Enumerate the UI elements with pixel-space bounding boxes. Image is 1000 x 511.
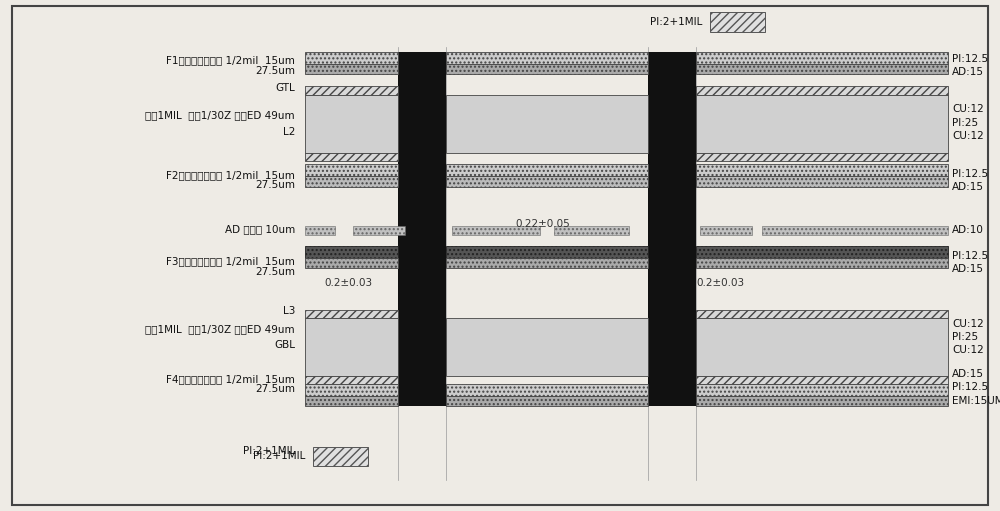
Text: 0.22±0.05: 0.22±0.05 (516, 219, 570, 229)
Bar (696, 396, 948, 406)
Text: AD:10: AD:10 (952, 225, 984, 236)
Bar (305, 164, 398, 176)
Text: 基材1MIL  铜筈1/30Z 无胳ED 49um: 基材1MIL 铜筈1/30Z 无胳ED 49um (145, 110, 295, 121)
Text: F4覆盖膜（黑色） 1/2mil  15um: F4覆盖膜（黑色） 1/2mil 15um (166, 374, 295, 384)
Text: 27.5um: 27.5um (255, 267, 295, 277)
Text: AD 热固胳 10um: AD 热固胳 10um (225, 224, 295, 234)
Bar (452, 226, 540, 235)
Bar (446, 246, 648, 258)
Bar (696, 176, 948, 187)
Bar (305, 64, 398, 74)
Bar (305, 384, 398, 396)
Bar (710, 12, 765, 32)
Bar (305, 396, 398, 406)
Text: PI:2+1MIL: PI:2+1MIL (650, 17, 702, 27)
Bar (700, 226, 752, 235)
Text: 0.2±0.03: 0.2±0.03 (696, 277, 744, 288)
Bar (313, 447, 368, 466)
Bar (696, 384, 948, 396)
Bar (696, 376, 948, 384)
Bar (446, 164, 648, 176)
Text: 0.2±0.03: 0.2±0.03 (324, 277, 372, 288)
Text: 27.5um: 27.5um (255, 384, 295, 394)
Bar (696, 64, 948, 74)
Text: F2覆盖膜（黄色） 1/2mil  15um: F2覆盖膜（黄色） 1/2mil 15um (166, 170, 295, 180)
Text: PI:2+1MIL: PI:2+1MIL (253, 451, 305, 461)
Text: AD:15
PI:12.5
EMI:15UM: AD:15 PI:12.5 EMI:15UM (952, 369, 1000, 406)
Bar (305, 86, 398, 95)
Bar (696, 164, 948, 176)
Bar (696, 258, 948, 268)
Text: 27.5um: 27.5um (255, 65, 295, 76)
Bar (446, 396, 648, 406)
Text: PI:12.5
AD:15: PI:12.5 AD:15 (952, 250, 988, 274)
Bar (446, 64, 648, 74)
Bar (696, 310, 948, 318)
Text: 基材1MIL  铜筈1/30Z 无胳ED 49um: 基材1MIL 铜筈1/30Z 无胳ED 49um (145, 324, 295, 334)
Bar (446, 176, 648, 187)
Bar (696, 86, 948, 95)
Bar (305, 310, 398, 318)
Bar (446, 258, 648, 268)
Bar (554, 226, 629, 235)
Bar (446, 95, 648, 153)
Bar (648, 52, 696, 406)
Bar (305, 153, 398, 161)
Text: L3: L3 (283, 306, 295, 316)
Bar (696, 246, 948, 258)
Bar (696, 153, 948, 161)
Text: GTL: GTL (275, 83, 295, 93)
Bar (305, 258, 398, 268)
Bar (398, 52, 446, 406)
Bar (696, 95, 948, 153)
Bar (696, 52, 948, 64)
Bar (305, 376, 398, 384)
Bar (305, 318, 398, 376)
Bar (762, 226, 948, 235)
Text: 27.5um: 27.5um (255, 180, 295, 190)
Bar (305, 246, 398, 258)
Text: PI:2+1MIL: PI:2+1MIL (243, 446, 295, 456)
Text: F3覆盖膜（黄色） 1/2mil  15um: F3覆盖膜（黄色） 1/2mil 15um (166, 257, 295, 267)
Text: PI:12.5
AD:15: PI:12.5 AD:15 (952, 54, 988, 77)
Text: CU:12
PI:25
CU:12: CU:12 PI:25 CU:12 (952, 104, 984, 141)
Bar (353, 226, 405, 235)
Bar (696, 318, 948, 376)
Text: GBL: GBL (274, 340, 295, 350)
Bar (305, 95, 398, 153)
Bar (446, 318, 648, 376)
Bar (305, 176, 398, 187)
Text: CU:12
PI:25
CU:12: CU:12 PI:25 CU:12 (952, 319, 984, 356)
Text: F1覆盖膜（黑色） 1/2mil  15um: F1覆盖膜（黑色） 1/2mil 15um (166, 55, 295, 65)
Bar (305, 52, 398, 64)
Bar (305, 226, 335, 235)
Text: L2: L2 (283, 127, 295, 137)
Text: PI:12.5
AD:15: PI:12.5 AD:15 (952, 169, 988, 192)
Bar (446, 52, 648, 64)
Bar (446, 384, 648, 396)
